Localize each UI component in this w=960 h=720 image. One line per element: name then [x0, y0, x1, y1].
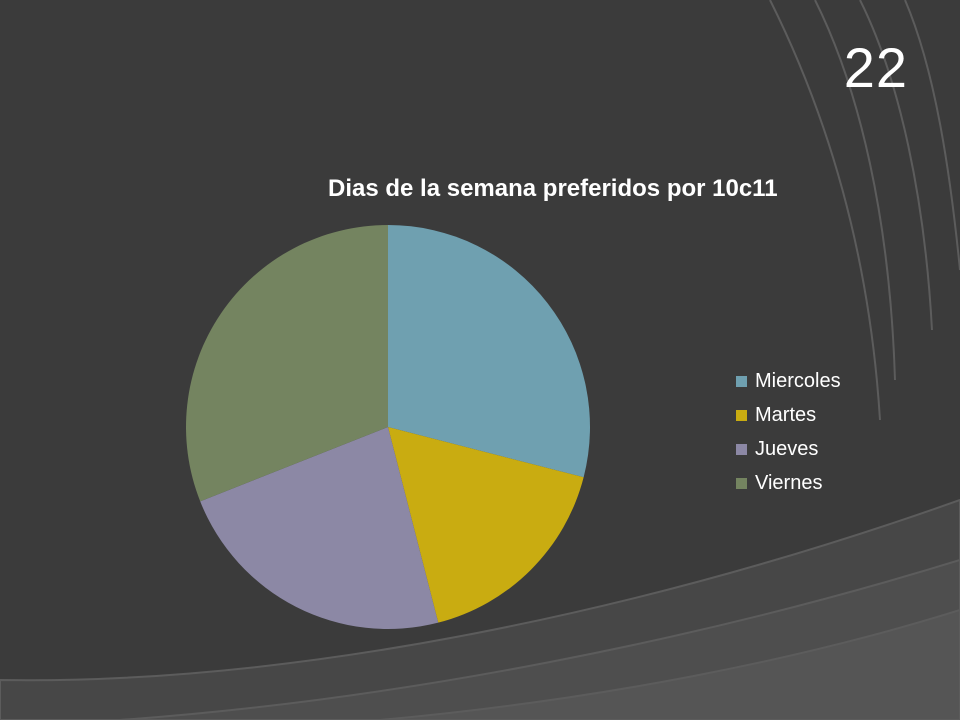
legend-swatch-martes — [736, 409, 747, 421]
legend-item-miercoles: Miercoles — [736, 364, 841, 398]
legend-item-jueves: Jueves — [736, 432, 841, 466]
legend-label-viernes: Viernes — [755, 472, 823, 494]
legend-label-miercoles: Miercoles — [755, 370, 841, 392]
legend-item-viernes: Viernes — [736, 466, 841, 500]
pie-slice-martes — [388, 427, 584, 623]
legend-item-martes: Martes — [736, 398, 841, 432]
pie-slice-viernes — [186, 225, 388, 502]
pie-slice-miercoles — [388, 225, 590, 478]
legend-label-jueves: Jueves — [755, 438, 819, 460]
slide-number: 22 — [843, 36, 908, 99]
legend-label-martes: Martes — [755, 404, 817, 426]
chart-legend: Miercoles Martes Jueves Viernes — [736, 364, 841, 500]
chart-title: Dias de la semana preferidos por 10c11 — [328, 175, 778, 202]
legend-swatch-miercoles — [736, 375, 747, 387]
legend-swatch-jueves — [736, 443, 747, 455]
legend-swatch-viernes — [736, 477, 747, 489]
pie-slice-jueves — [200, 427, 439, 629]
